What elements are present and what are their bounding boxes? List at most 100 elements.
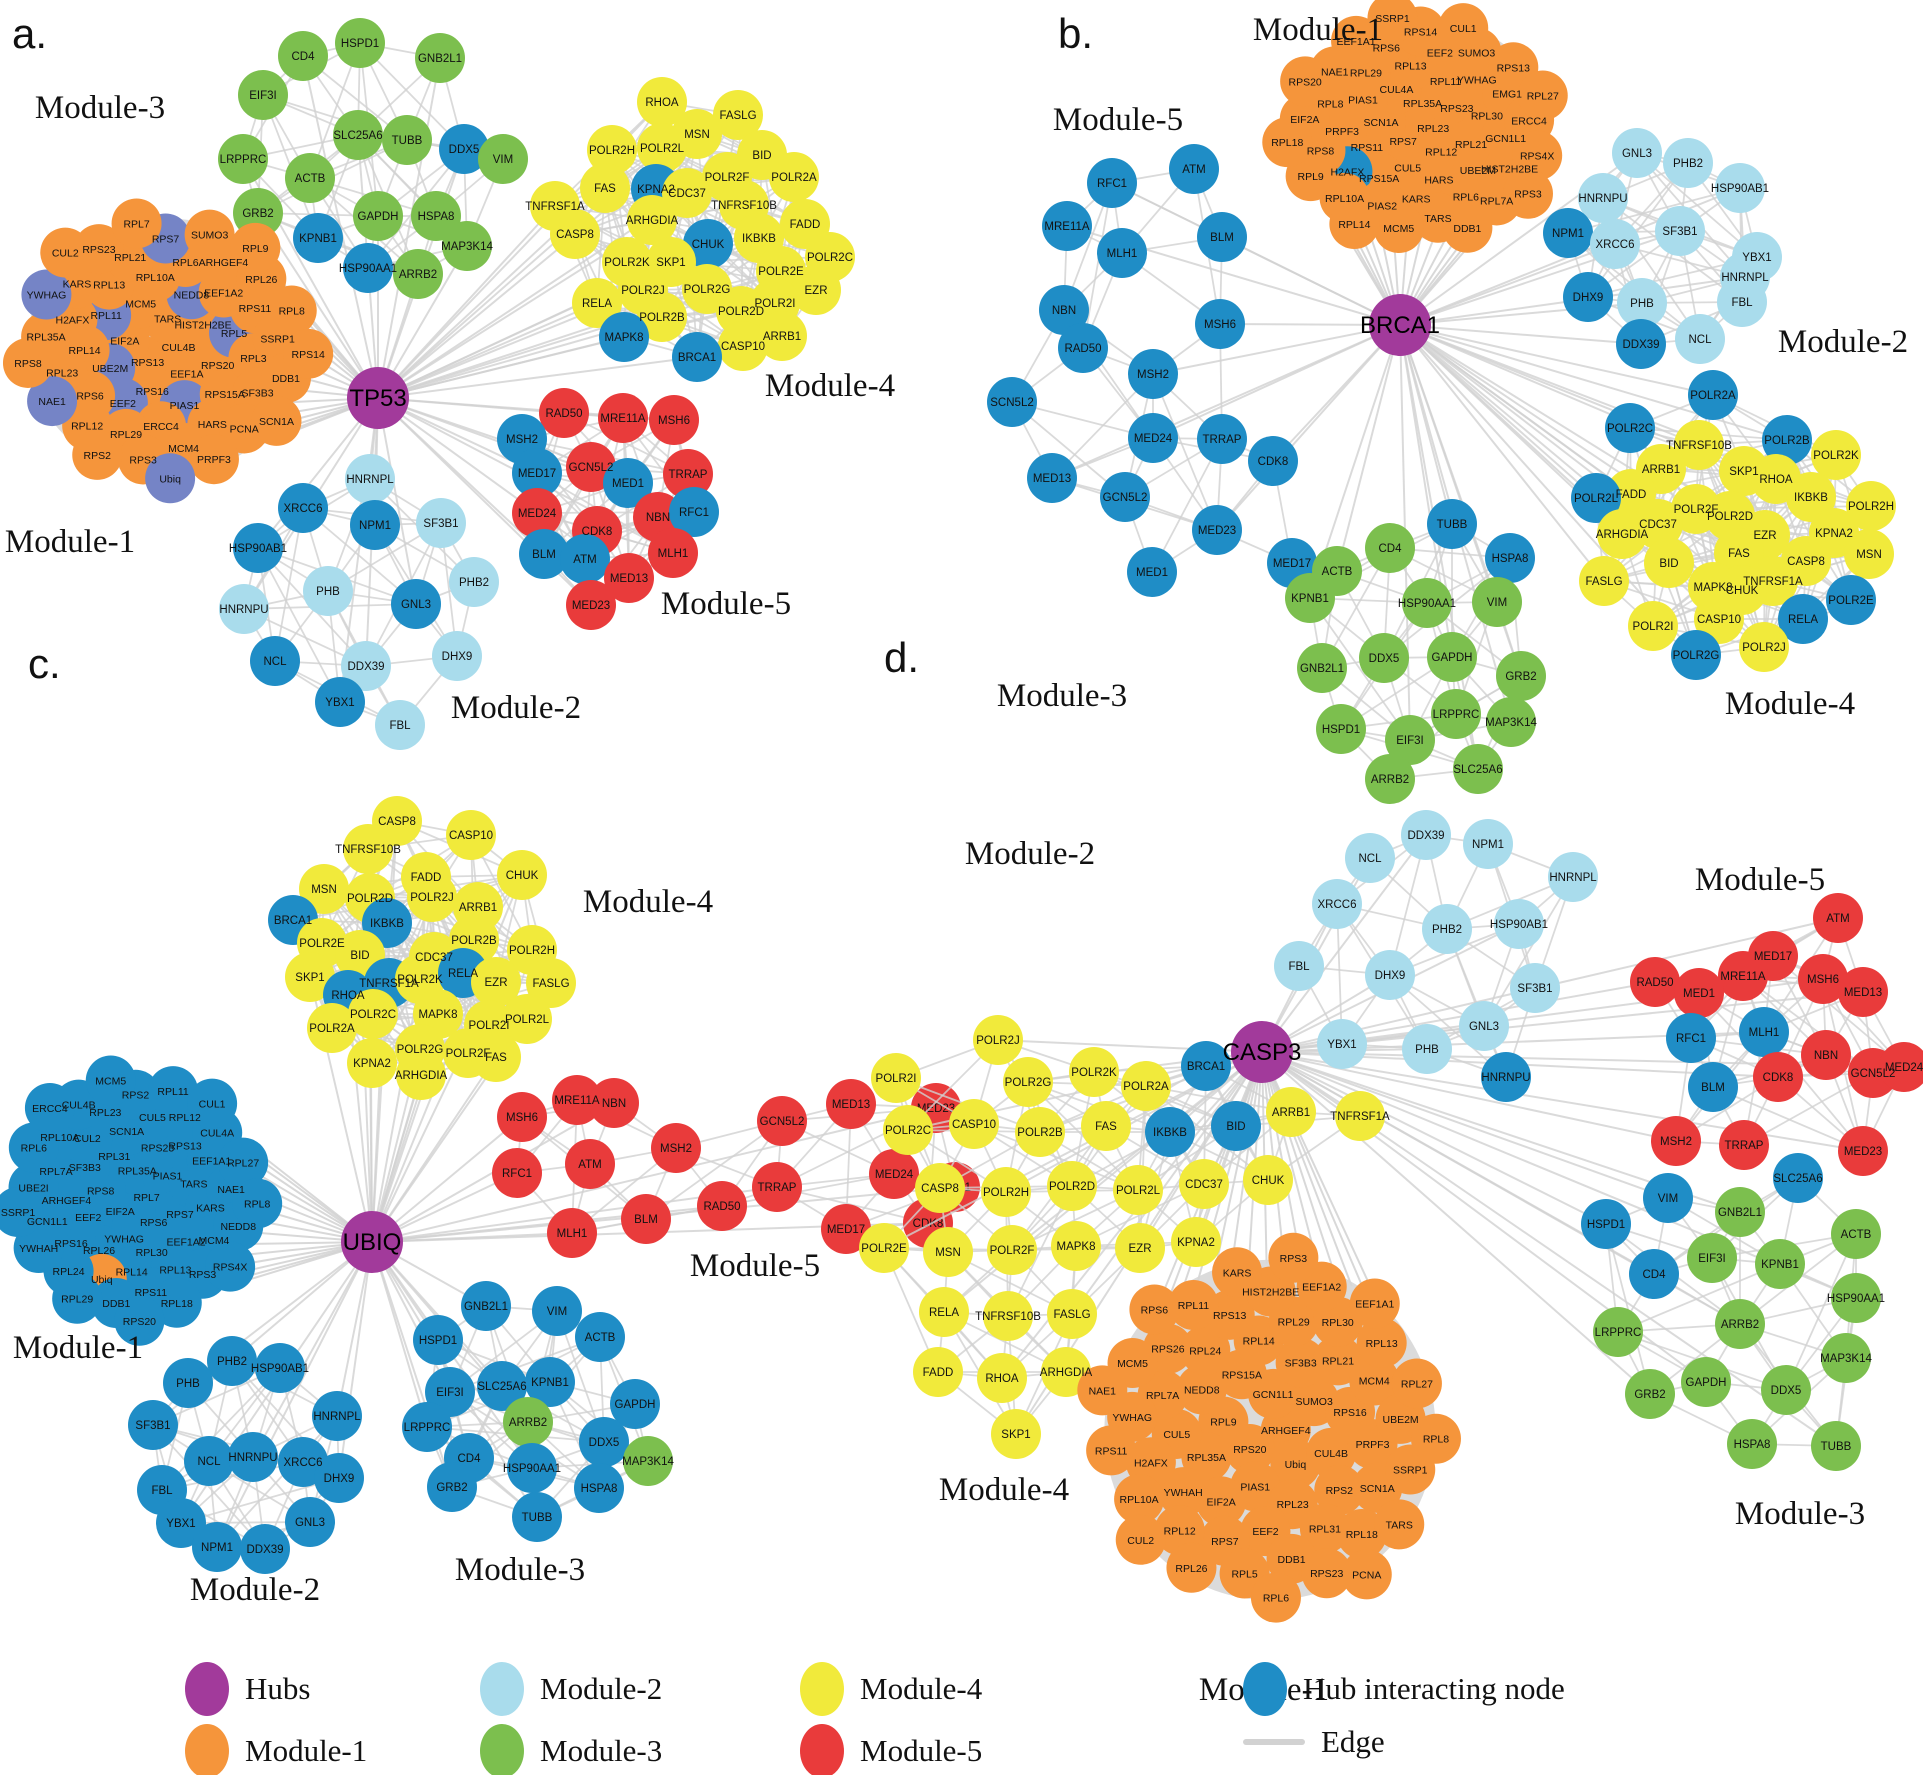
gene-node-MAP3K14 [442,221,492,271]
gene-label: RPS3 [1280,1253,1308,1265]
gene-label: POLR2G [1005,1077,1052,1089]
gene-label: HSP90AA1 [1398,598,1456,610]
gene-node-BRCA1 [672,332,722,382]
gene-node-MAPK8 [1051,1221,1101,1271]
gene-label: EEF1A2 [204,288,243,300]
module-3-swatch [480,1724,524,1775]
gene-node-TUBB [1811,1421,1861,1471]
gene-label: FBL [1731,297,1753,309]
gene-node-PCNA [1341,1549,1392,1600]
gene-label: RPL29 [1350,67,1382,79]
gene-label: POLR2C [885,1125,931,1137]
module-label: Module-3 [997,678,1127,714]
gene-node-POLR2I [871,1053,921,1103]
gene-label: GCN1L1 [27,1216,68,1228]
gene-label: RPL9 [1210,1417,1236,1429]
gene-label: RPS11 [239,303,272,315]
gene-label: ATM [1826,913,1849,925]
gene-label: RPL5 [221,328,247,340]
gene-label: MSH2 [660,1143,692,1155]
gene-node-RHOA [977,1353,1027,1403]
gene-label: PHB2 [1432,924,1462,936]
gene-label: TNFRSF1A [1330,1111,1390,1123]
gene-label: RPS20 [123,1316,156,1328]
gene-label: RPS26 [1151,1344,1184,1356]
gene-node-ARHGDIA [627,195,677,245]
gene-node-SKP1 [991,1409,1041,1459]
gene-node-PHB2 [207,1336,257,1386]
gene-label: MRE11A [554,1095,599,1107]
gene-node-ARRB1 [1266,1087,1316,1137]
gene-label: MSH2 [1660,1136,1692,1148]
legend-item-module-3: Module-3 [480,1724,662,1775]
gene-node-KPNB1 [1755,1239,1805,1289]
gene-node-HSP90AA1 [1402,578,1452,628]
gene-label: ARRB1 [1642,464,1680,476]
gene-label: POLR2F [705,172,750,184]
gene-node-KPNA2 [1171,1217,1221,1267]
gene-label: RPS6 [76,391,104,403]
gene-label: VIM [1487,597,1507,609]
module-label: Module-5 [661,586,791,622]
gene-label: FADD [411,872,442,884]
gene-node-NAE1 [27,376,78,427]
gene-label: LRPPRC [220,154,267,166]
gene-label: POLR2C [807,252,853,264]
gene-label: CHUK [1252,1175,1285,1187]
gene-node-RPS11 [1086,1425,1137,1476]
gene-label: DHX9 [324,1473,355,1485]
gene-node-LRPPRC [1593,1307,1643,1357]
gene-label: CASP8 [556,229,594,241]
gene-node-ERCC4 [24,1082,75,1133]
gene-label: GRB2 [436,1482,467,1494]
gene-node-PHB [303,566,353,616]
gene-label: HSP90AA1 [339,263,397,275]
gene-label: ARHGDIA [1040,1367,1093,1379]
gene-node-FAS [580,163,630,213]
gene-label: MED1 [1136,567,1168,579]
gene-label: HNRNPL [313,1411,361,1423]
gene-label: FAS [1728,548,1750,560]
gene-label: BID [1659,558,1678,570]
gene-label: MED13 [610,573,648,585]
gene-label: RPL7 [123,218,149,230]
gene-node-RFC1 [669,487,719,537]
gene-label: YBX1 [166,1518,195,1530]
gene-label: RFC1 [1097,178,1127,190]
gene-node-RPL6 [8,1122,59,1173]
gene-label: MCM4 [198,1235,229,1247]
gene-node-HSP90AA1 [1831,1273,1881,1323]
gene-node-RFC1 [1087,158,1137,208]
gene-node-POLR2B [1762,415,1812,465]
gene-node-GNL3 [1612,128,1662,178]
gene-label: MRE11A [1720,971,1765,983]
gene-node-SSRP1 [0,1187,44,1238]
gene-node-SUMO3 [184,209,235,260]
gene-label: RPL26 [245,274,277,286]
gene-label: RHOA [985,1373,1019,1385]
gene-node-ARRB2 [1715,1299,1765,1349]
gene-label: POLR2D [1707,511,1753,523]
gene-node-POLR2H [587,125,637,175]
gene-label: DDX5 [1369,653,1400,665]
gene-label: H2AFX [1134,1457,1168,1469]
gene-node-PHB [163,1358,213,1408]
gene-label: MLH1 [1107,248,1138,260]
gene-node-ARHGDIA [396,1050,446,1100]
gene-node-CASP10 [446,810,496,860]
gene-node-FASLG [1047,1289,1097,1339]
gene-node-RPS8 [2,337,53,388]
module-label: Module-4 [939,1472,1069,1508]
gene-node-RPS2 [72,429,123,480]
gene-node-RPL8 [1410,1413,1461,1464]
gene-label: RPL30 [136,1247,168,1259]
gene-label: DDB1 [1278,1554,1306,1566]
gene-node-FAS [471,1032,521,1082]
gene-label: RPL24 [53,1266,85,1278]
gene-label: HSPD1 [341,38,379,50]
gene-label: SKP1 [1001,1429,1030,1441]
gene-label: MRE11A [600,413,645,425]
gene-node-MLH1 [648,528,698,578]
gene-label: POLR2A [1690,390,1736,402]
legend-item-edge: Edge [1243,1724,1385,1760]
